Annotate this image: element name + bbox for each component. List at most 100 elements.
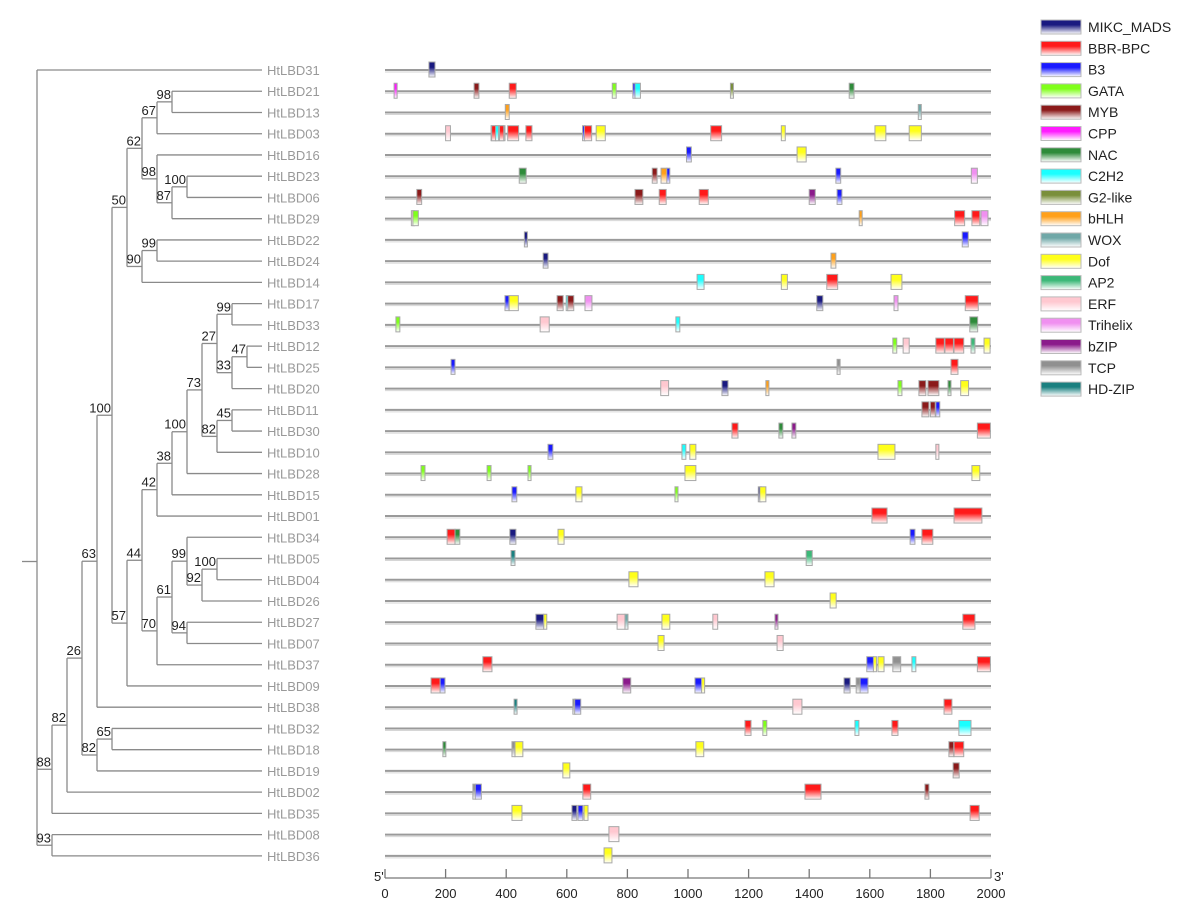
- motif-bhlh: [660, 167, 668, 184]
- bootstrap-value: 100: [89, 400, 111, 415]
- motif-c2h2: [675, 316, 681, 333]
- motif-dof: [508, 295, 519, 312]
- motif-b3: [685, 146, 692, 163]
- motif-myb: [927, 380, 940, 397]
- legend-label: NAC: [1088, 147, 1118, 163]
- motif-erf: [902, 337, 910, 354]
- gene-label: HtLBD03: [267, 127, 320, 142]
- bootstrap-value: 93: [37, 830, 51, 845]
- axis-tick-label: 1000: [674, 886, 703, 901]
- gene-row-htlbd27: [385, 613, 991, 630]
- gene-label: HtLBD27: [267, 615, 320, 630]
- motif-dof: [908, 125, 922, 142]
- motif-dof: [575, 486, 583, 503]
- gene-row-htlbd30: [385, 422, 991, 439]
- legend-label: MIKC_MADS: [1088, 19, 1171, 35]
- motif-mikc-mads: [542, 252, 549, 269]
- motif-c2h2: [958, 719, 972, 736]
- legend-swatch: [1040, 275, 1082, 291]
- motif-b3: [859, 677, 869, 694]
- motif-dof: [543, 613, 548, 630]
- bootstrap-value: 63: [82, 546, 96, 561]
- bootstrap-value: 90: [127, 251, 141, 266]
- gene-row-htlbd06: [385, 188, 991, 205]
- motif-bbr-bpc: [698, 188, 709, 205]
- legend-swatch: [1040, 19, 1082, 35]
- motif-bzip: [808, 188, 816, 205]
- motif-b3: [835, 167, 842, 184]
- motif-dof: [562, 762, 571, 779]
- bootstrap-value: 73: [187, 375, 201, 390]
- motif-bbr-bpc: [507, 125, 520, 142]
- motif-bbr-bpc: [971, 210, 981, 227]
- gene-row-htlbd01: [385, 507, 991, 524]
- motif-gata: [527, 465, 532, 482]
- gene-label: HtLBD28: [267, 467, 320, 482]
- bootstrap-value: 99: [142, 236, 156, 251]
- legend-swatch: [1040, 381, 1082, 397]
- motif-ap2: [805, 550, 813, 567]
- gene-label: HtLBD21: [267, 84, 320, 99]
- bootstrap-value: 99: [172, 546, 186, 561]
- motif-bhlh: [830, 252, 837, 269]
- bootstrap-value: 100: [164, 172, 186, 187]
- motif-gata: [674, 486, 679, 503]
- bootstrap-value: 45: [217, 405, 231, 420]
- legend-item: ERF: [1040, 296, 1116, 312]
- motif-bbr-bpc: [950, 358, 959, 375]
- legend-label: bHLH: [1088, 211, 1124, 227]
- legend-item: AP2: [1040, 275, 1115, 291]
- motif-nac: [454, 528, 461, 545]
- motif-c2h2: [634, 82, 641, 99]
- gene-label: HtLBD18: [267, 743, 320, 758]
- legend-item: G2-like: [1040, 189, 1133, 205]
- motif-dof: [595, 125, 606, 142]
- bootstrap-value: 27: [202, 328, 216, 343]
- gene-row-htlbd19: [385, 762, 991, 779]
- legend-swatch: [1040, 253, 1082, 269]
- motif-dof: [603, 847, 613, 864]
- motif-dof: [695, 741, 705, 758]
- motif-dof: [557, 528, 565, 545]
- gene-label: HtLBD09: [267, 679, 320, 694]
- legend-item: C2H2: [1040, 168, 1124, 184]
- motif-gata: [486, 465, 492, 482]
- motif-myb: [651, 167, 658, 184]
- motif-ap2: [970, 337, 976, 354]
- motif-dof: [877, 656, 885, 673]
- motif-erf: [712, 613, 719, 630]
- gene-row-htlbd36: [385, 847, 991, 864]
- motif-dof: [701, 677, 706, 694]
- gene-row-htlbd35: [385, 804, 991, 821]
- motif-c2h2: [681, 443, 687, 460]
- axis-tick-label: 1200: [734, 886, 763, 901]
- legend-swatch: [1040, 211, 1082, 227]
- gene-row-htlbd08: [385, 826, 991, 843]
- legend-swatch: [1040, 317, 1082, 333]
- motif-dof: [874, 125, 887, 142]
- motif-bbr-bpc: [482, 656, 493, 673]
- legend-item: WOX: [1040, 232, 1122, 248]
- motif-dof: [983, 337, 991, 354]
- motif-bbr-bpc: [891, 719, 899, 736]
- bootstrap-value: 57: [112, 608, 126, 623]
- bootstrap-value: 82: [202, 421, 216, 436]
- bootstrap-value: 26: [67, 643, 81, 658]
- motif-dof: [511, 804, 523, 821]
- motif-mikc-mads: [843, 677, 851, 694]
- motif-bbr-bpc: [976, 422, 991, 439]
- motif-dof: [971, 465, 981, 482]
- gene-label: HtLBD15: [267, 488, 320, 503]
- motif-erf: [776, 634, 784, 651]
- bootstrap-value: 98: [142, 164, 156, 179]
- legend-swatch: [1040, 83, 1082, 99]
- motif-bbr-bpc: [943, 698, 953, 715]
- axis-tick-label: 1800: [916, 886, 945, 901]
- gene-row-htlbd09: [385, 677, 991, 694]
- gene-label: HtLBD37: [267, 658, 320, 673]
- motif-myb: [929, 401, 936, 418]
- bootstrap-value: 65: [97, 724, 111, 739]
- motif-nac: [947, 380, 952, 397]
- legend-item: Dof: [1040, 253, 1110, 269]
- legend-label: G2-like: [1088, 189, 1133, 205]
